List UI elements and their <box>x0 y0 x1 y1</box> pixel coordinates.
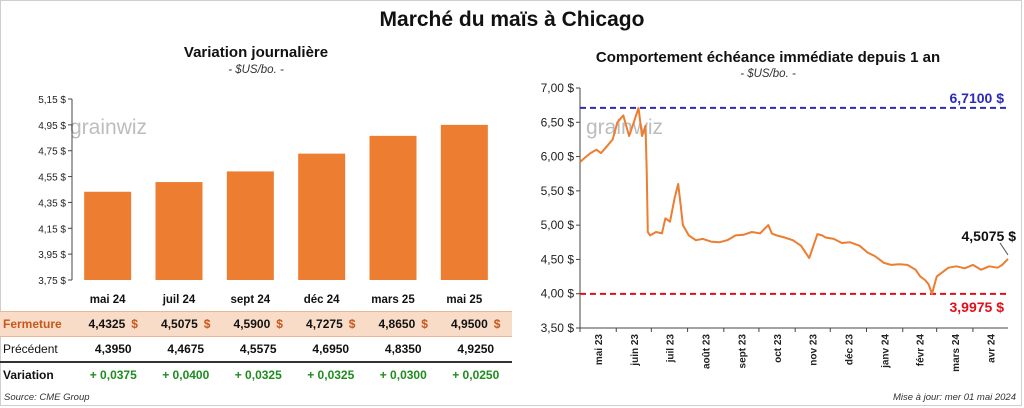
table-row: Précédent 4,3950 4,4675 4,5575 4,6950 4,… <box>0 336 512 363</box>
x-tick-label: mars 24 <box>951 334 962 372</box>
source-note: Source: CME Group <box>4 392 90 403</box>
table-cell: 4,5075 $ <box>149 311 222 337</box>
x-tick-label: juin 23 <box>630 334 641 367</box>
x-tick-label: sept 23 <box>737 334 748 369</box>
bar <box>298 153 346 280</box>
x-tick-label: avr 24 <box>986 334 997 363</box>
table-cell: 4,5575 <box>222 336 295 363</box>
x-tick-label: sept 24 <box>231 294 271 306</box>
y-tick-label: 6,50 $ <box>541 115 575 129</box>
y-tick-label: 7,00 $ <box>541 81 575 95</box>
y-tick-label: 3,75 $ <box>38 276 66 287</box>
x-tick-label: nov 23 <box>809 334 820 366</box>
last-value-label: 4,5075 $ <box>962 228 1017 244</box>
page-title: Marché du maïs à Chicago <box>379 8 645 31</box>
table-cell: 4,9250 <box>439 336 512 363</box>
table-cell: + 0,0400 <box>162 368 210 382</box>
y-tick-label: 3,50 $ <box>541 321 575 335</box>
table-cell: 4,6950 <box>294 336 367 363</box>
bar-chart-title: Variation journalière <box>183 44 329 61</box>
bar <box>369 135 417 280</box>
table-cell: 4,5900 $ <box>222 311 295 337</box>
price-series-line <box>579 106 1009 295</box>
x-tick-label: juil 24 <box>162 294 196 306</box>
update-note: Mise à jour: mer 01 mai 2024 <box>892 392 1016 403</box>
line-chart-subtitle: - $US/bo. - <box>740 68 796 80</box>
y-tick-label: 4,00 $ <box>541 287 575 301</box>
high-label: 6,7100 $ <box>950 90 1005 106</box>
y-tick-label: 4,50 $ <box>541 252 575 266</box>
bar-chart-subtitle: - $US/bo. - <box>228 64 284 76</box>
table-cell: + 0,0300 <box>379 368 427 382</box>
x-tick-label: déc 23 <box>844 334 855 366</box>
table-cell: 4,3950 <box>77 336 150 363</box>
y-tick-label: 4,95 $ <box>38 121 66 132</box>
row-label: Fermeture <box>0 311 77 337</box>
table-cell: 4,4325 $ <box>77 311 150 337</box>
x-tick-label: mars 25 <box>371 294 415 306</box>
y-tick-label: 5,50 $ <box>541 184 575 198</box>
row-label: Variation <box>3 368 54 382</box>
y-tick-label: 3,95 $ <box>38 250 66 261</box>
x-tick-label: févr 24 <box>916 334 927 367</box>
bar <box>155 182 203 280</box>
table-cell: 4,8350 <box>367 336 440 363</box>
x-tick-label: oct 23 <box>773 334 784 363</box>
row-label: Précédent <box>0 336 77 363</box>
x-tick-label: mai 25 <box>446 294 482 306</box>
x-tick-label: janv 24 <box>881 334 892 369</box>
y-tick-label: 4,55 $ <box>38 173 66 184</box>
table-row: Variation + 0,0375 + 0,0400 + 0,0325 + 0… <box>0 362 512 387</box>
table-cell: + 0,0250 <box>452 368 500 382</box>
table-cell: + 0,0325 <box>307 368 355 382</box>
y-tick-label: 4,75 $ <box>38 147 66 158</box>
table-cell: 4,7275 $ <box>294 311 367 337</box>
y-tick-label: 5,00 $ <box>541 218 575 232</box>
x-tick-label: mai 23 <box>594 334 605 366</box>
y-tick-label: 6,00 $ <box>541 150 575 164</box>
table-cell: 4,4675 <box>149 336 222 363</box>
bar-chart: grainwiz 3,75 $ 3,95 $ 4,15 $ 4,35 $ 4,55 $ 4,… <box>38 95 488 306</box>
y-tick-label: 4,35 $ <box>38 198 66 209</box>
x-tick-label: juil 23 <box>665 334 676 364</box>
price-table: Fermeture 4,4325 $ 4,5075 $ 4,5900 $ 4,7275… <box>0 311 512 387</box>
bar <box>440 124 488 280</box>
watermark-logo: grainwiz <box>70 116 147 139</box>
x-tick-label: août 23 <box>702 334 713 369</box>
bar <box>226 171 274 280</box>
line-chart-title: Comportement échéance immédiate depuis 1… <box>595 49 941 66</box>
table-cell: 4,8650 $ <box>367 311 440 337</box>
last-value-leader <box>999 242 1009 256</box>
y-tick-label: 4,15 $ <box>38 224 66 235</box>
x-tick-label: mai 24 <box>90 294 126 306</box>
bar <box>84 191 132 280</box>
low-label: 3,9975 $ <box>950 299 1005 315</box>
x-tick-label: déc 24 <box>304 294 340 306</box>
table-row: Fermeture 4,4325 $ 4,5075 $ 4,5900 $ 4,7275… <box>0 311 512 337</box>
y-tick-label: 5,15 $ <box>38 95 66 106</box>
table-cell: + 0,0325 <box>234 368 282 382</box>
table-cell: + 0,0375 <box>89 368 137 382</box>
table-cell: 4,9500 $ <box>439 311 512 337</box>
